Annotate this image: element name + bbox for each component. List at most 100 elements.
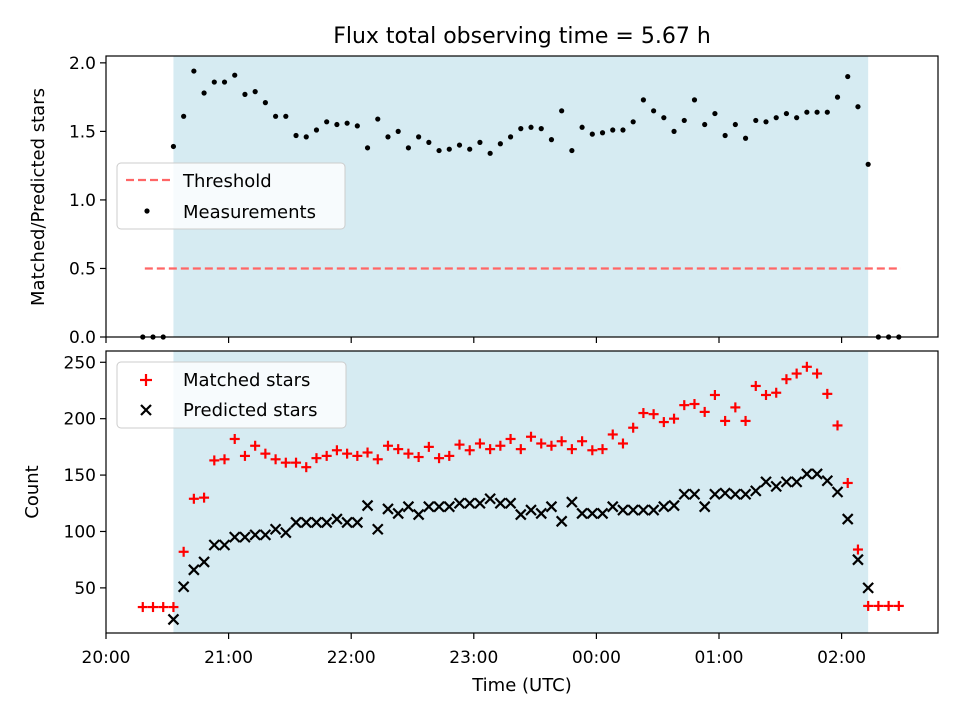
matched-star-point: [147, 602, 158, 613]
measurement-point: [385, 134, 391, 140]
measurement-point: [272, 113, 279, 119]
predicted-star-point: [658, 500, 670, 513]
measurement-point: [824, 109, 830, 115]
matched-star-point: [362, 447, 373, 458]
measurement-point: [599, 130, 606, 136]
measurement-point: [416, 134, 422, 140]
matched-star-point: [229, 433, 240, 444]
top-legend-threshold-label: Threshold: [182, 171, 272, 192]
matched-star-point: [321, 450, 332, 461]
predicted-star-point: [617, 504, 629, 516]
matched-star-point: [883, 600, 894, 611]
predicted-star-point: [606, 500, 619, 513]
x-tick-label: 00:00: [572, 648, 621, 668]
measurement-point: [589, 131, 595, 137]
matched-star-point: [382, 440, 393, 451]
matched-star-point: [638, 408, 649, 419]
measurement-point: [436, 147, 442, 154]
measurement-point: [170, 143, 177, 150]
matched-star-point: [617, 438, 628, 449]
chart-title: Flux total observing time = 5.67 h: [333, 24, 711, 49]
predicted-star-point: [351, 516, 364, 529]
predicted-star-point: [290, 516, 302, 529]
predicted-star-point: [627, 504, 639, 516]
measurement-point: [569, 147, 575, 154]
matched-star-point: [505, 433, 516, 444]
measurement-point: [640, 97, 646, 103]
matched-star-point: [250, 440, 261, 451]
predicted-star-point: [198, 556, 210, 568]
predicted-star-point: [545, 500, 558, 513]
predicted-star-point: [841, 513, 854, 525]
y-tick-label: 1.0: [69, 191, 96, 211]
predicted-star-point: [780, 476, 793, 488]
predicted-star-point: [423, 500, 435, 513]
matched-star-point: [893, 600, 904, 611]
measurement-point: [845, 73, 851, 80]
measurement-point: [181, 113, 187, 119]
x-axis-label: Time (UTC): [471, 675, 572, 696]
predicted-star-point: [167, 613, 180, 626]
predicted-star-point: [770, 480, 782, 493]
predicted-star-point: [300, 516, 313, 529]
predicted-star-point: [412, 508, 425, 521]
measurement-point: [651, 108, 657, 114]
y-tick-label: 100: [64, 522, 96, 542]
matched-star-point: [485, 444, 496, 455]
matched-star-point: [842, 477, 853, 488]
predicted-star-point: [259, 529, 272, 541]
y-tick-label: 150: [64, 466, 96, 486]
y-tick-label: 2.0: [69, 54, 96, 74]
matched-star-point: [158, 602, 169, 613]
predicted-star-point: [280, 526, 292, 539]
predicted-star-point: [596, 507, 609, 520]
measurement-point: [191, 68, 197, 74]
measurement-point: [610, 127, 616, 133]
matched-star-point: [260, 448, 271, 459]
measurement-point: [753, 117, 759, 124]
bottom-legend-predicted-label: Predicted stars: [183, 400, 317, 421]
measurement-point: [630, 119, 636, 125]
x-tick-label: 23:00: [449, 648, 498, 668]
measurement-point: [405, 145, 412, 151]
top-legend-measurements-swatch: [144, 208, 150, 214]
measurement-point: [252, 89, 258, 95]
matched-star-point: [566, 444, 577, 455]
measurement-point: [201, 90, 207, 96]
measurement-point: [712, 110, 718, 117]
matched-star-point: [812, 368, 823, 379]
matched-star-point: [311, 453, 322, 464]
y-tick-label: 250: [64, 353, 96, 373]
measurement-point: [293, 132, 299, 139]
predicted-star-point: [801, 468, 813, 480]
measurement-point: [507, 134, 514, 140]
predicted-star-point: [760, 476, 772, 488]
measurement-point: [446, 146, 452, 152]
measurement-point: [354, 123, 360, 129]
predicted-star-point: [576, 507, 588, 520]
bottom-legend-matched-swatch: [140, 374, 152, 386]
measurement-point: [283, 113, 289, 119]
measurement-point: [426, 139, 432, 145]
measurement-point: [375, 116, 381, 122]
matched-star-point: [178, 546, 189, 557]
matched-star-point: [597, 444, 608, 455]
predicted-star-point: [852, 553, 864, 566]
matched-star-point: [801, 361, 812, 372]
predicted-star-point: [392, 507, 404, 520]
matched-star-point: [699, 406, 710, 417]
matched-star-point: [750, 380, 761, 391]
bottom-y-axis-label: Count: [22, 465, 43, 518]
predicted-star-point: [678, 488, 691, 501]
matched-star-point: [199, 492, 210, 503]
y-tick-label: 0.0: [69, 328, 96, 348]
measurement-point: [732, 121, 738, 128]
x-tick-label: 22:00: [327, 648, 376, 668]
predicted-star-point: [862, 582, 874, 594]
matched-star-point: [730, 402, 741, 413]
matched-star-point: [526, 431, 537, 442]
measurement-point: [538, 126, 544, 132]
predicted-star-point: [729, 488, 742, 501]
predicted-star-point: [402, 500, 415, 513]
measurement-point: [661, 115, 667, 121]
